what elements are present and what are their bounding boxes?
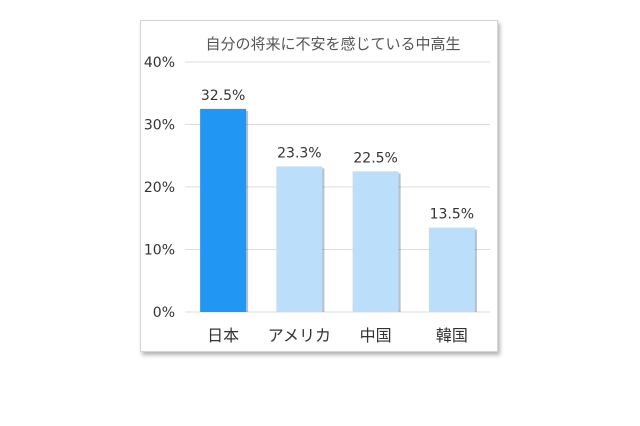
data-label: 23.3% [277, 145, 321, 161]
y-tick-label: 10% [144, 243, 175, 259]
bar-4 [428, 227, 475, 312]
y-tick-label: 40% [144, 55, 175, 71]
bar-1 [200, 108, 247, 312]
x-category-label: 韓国 [436, 326, 468, 345]
data-label: 22.5% [353, 150, 397, 166]
bar-2 [276, 166, 323, 312]
bar-3 [352, 171, 399, 312]
y-tick-label: 30% [144, 118, 175, 134]
y-tick-label: 0% [153, 305, 175, 321]
data-labels: 32.5% 23.3% 22.5% 13.5% [201, 88, 474, 223]
x-category-label: 中国 [360, 326, 392, 345]
x-category-label: アメリカ [268, 326, 331, 345]
x-axis-categories: 日本 アメリカ 中国 韓国 [207, 326, 468, 345]
data-label: 13.5% [430, 207, 474, 223]
y-tick-label: 20% [144, 180, 175, 196]
x-category-label: 日本 [207, 326, 239, 345]
bars [200, 108, 477, 312]
data-label: 32.5% [201, 88, 245, 104]
y-axis-ticks: 0% 10% 20% 30% 40% [144, 55, 175, 321]
chart-title: 自分の将来に不安を感じている中高生 [205, 35, 460, 53]
